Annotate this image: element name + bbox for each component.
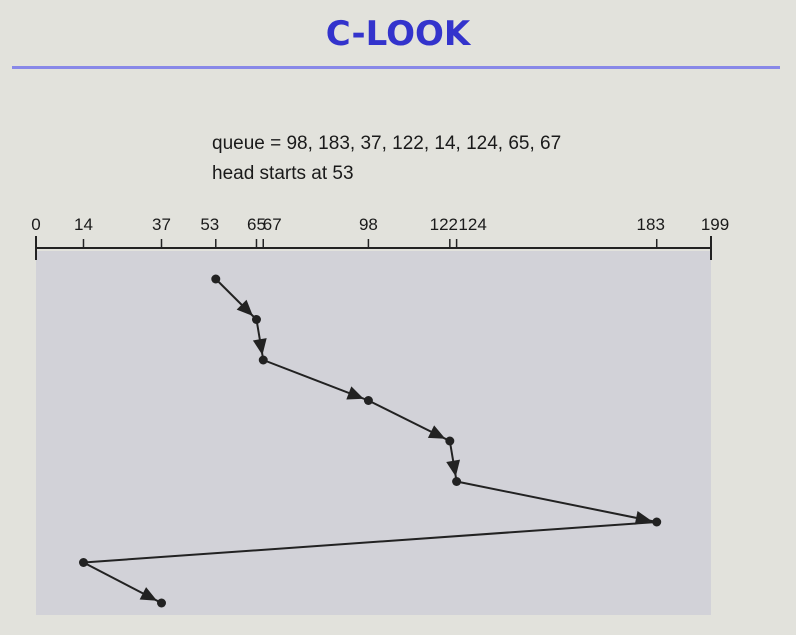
path-point <box>211 274 221 284</box>
axis-tick-label: 122 <box>430 215 458 234</box>
path-point <box>445 436 455 446</box>
axis-tick-label: 199 <box>701 215 729 234</box>
path-point <box>652 517 662 527</box>
slide-title: C-LOOK <box>325 14 471 54</box>
path-segment <box>456 480 657 523</box>
path-arrowhead <box>634 510 652 525</box>
path-point <box>258 355 268 365</box>
path-arrowhead <box>446 459 461 477</box>
axis-tick-label: 98 <box>359 215 378 234</box>
plot-area <box>36 251 711 615</box>
title-underline <box>12 66 780 69</box>
path-point <box>452 477 462 486</box>
queue-text: queue = 98, 183, 37, 122, 14, 124, 65, 6… <box>212 133 562 154</box>
path-point <box>251 315 261 324</box>
path-arrowhead <box>252 338 267 356</box>
path-arrowhead <box>139 587 158 601</box>
path-arrowhead <box>236 299 253 316</box>
path-arrowhead <box>427 425 446 439</box>
path-point <box>363 396 373 405</box>
head-start-text: head starts at 53 <box>212 163 354 184</box>
path-point <box>78 558 88 567</box>
path-arrowhead <box>346 386 364 400</box>
path-segment <box>83 521 657 564</box>
axis-tick-label: 67 <box>263 215 282 234</box>
axis-tick-label: 124 <box>458 215 486 234</box>
axis-tick-label: 183 <box>637 215 665 234</box>
path-point <box>157 598 167 608</box>
axis-tick-label: 14 <box>74 215 93 234</box>
head-movement-path <box>78 274 662 608</box>
axis-tick-label: 0 <box>31 215 40 234</box>
axis-tick-label: 65 <box>247 215 266 234</box>
axis-tick-label: 37 <box>152 215 171 234</box>
axis-tick-label: 53 <box>200 215 219 234</box>
